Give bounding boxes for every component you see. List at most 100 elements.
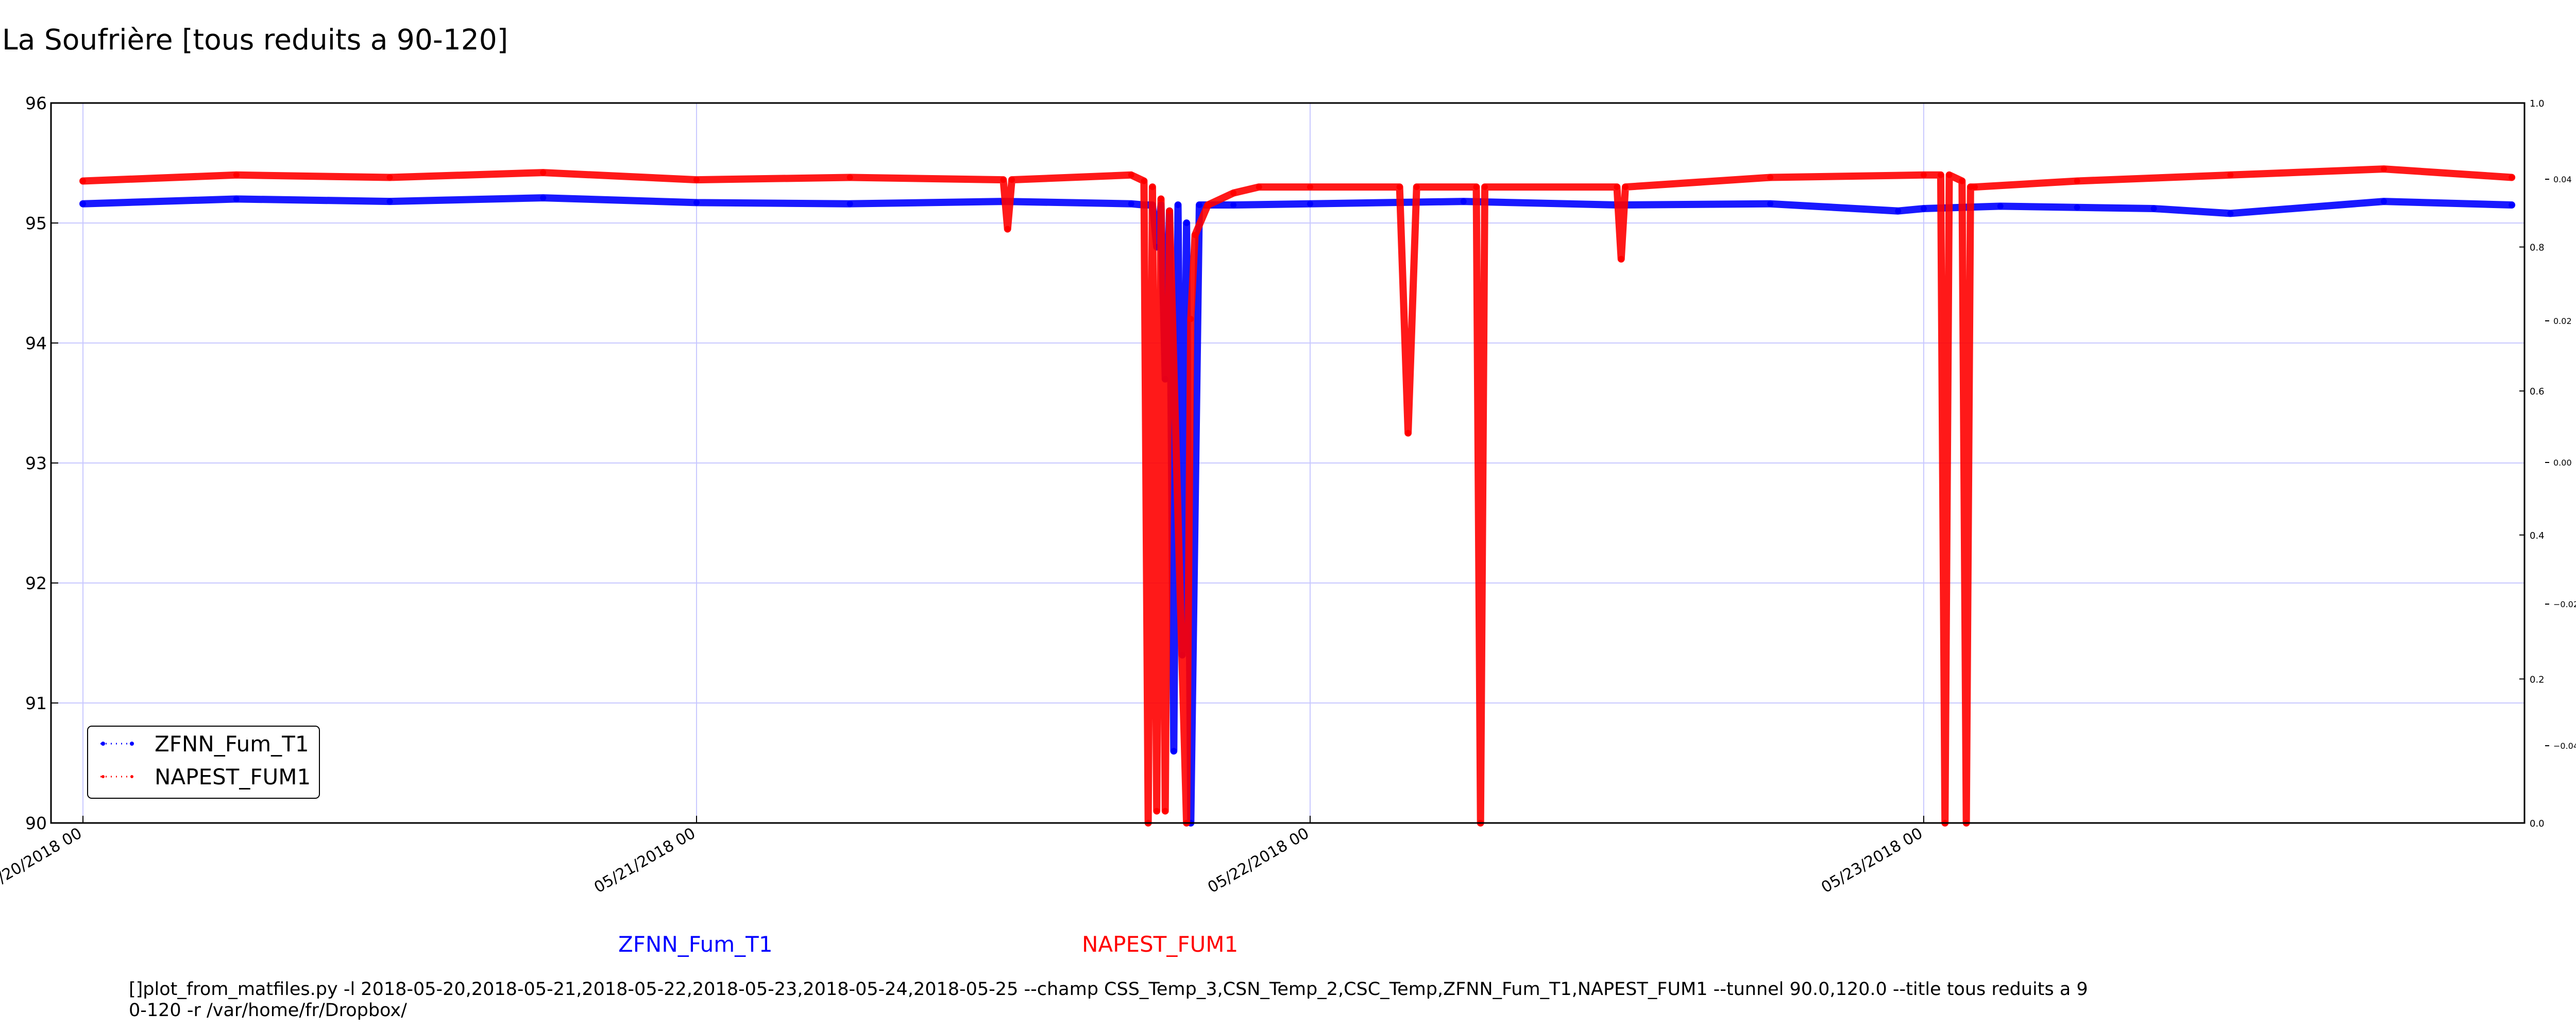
right-inner-tick-label-2: 0.00	[2553, 458, 2572, 468]
series-0-point-19	[1196, 202, 1202, 208]
series-1-point-15	[1162, 808, 1168, 814]
legend: ZFNN_Fum_T1 NAPEST_FUM1	[87, 726, 320, 799]
series-1-point-34	[1920, 171, 1927, 178]
legend-box	[87, 726, 320, 799]
series-1-point-23	[1307, 184, 1313, 191]
series-1-point-2	[386, 174, 393, 181]
legend-entry-napest: NAPEST_FUM1	[100, 764, 311, 789]
command-line-2: 0-120 -r /var/home/fr/Dropbox/	[129, 1000, 407, 1021]
x-tick-label-1: 05/21/2018 00	[591, 825, 699, 897]
series-0-point-5	[846, 200, 853, 207]
series-0-point-7	[1128, 200, 1134, 207]
series-0-point-0	[80, 200, 86, 207]
series-1-point-8	[1009, 177, 1015, 183]
series-1-point-7	[1004, 226, 1011, 232]
bottom-label-napest: NAPEST_FUM1	[1082, 932, 1238, 957]
series-1-point-19	[1192, 232, 1198, 238]
series-0-point-2	[386, 198, 393, 205]
series-1-point-25	[1405, 430, 1412, 436]
series-1-point-37	[1946, 171, 1953, 178]
series-1-point-1	[233, 171, 240, 178]
series-1-point-18	[1188, 316, 1194, 322]
series-1-point-0	[80, 178, 86, 184]
y-tick-label-6: 96	[25, 93, 47, 113]
x-axis: 05/20/2018 00 05/21/2018 00 05/22/2018 00 0…	[0, 816, 1926, 897]
series-1-point-9	[1128, 171, 1134, 178]
right-inner-tick-label-3: 0.02	[2553, 316, 2572, 326]
series-1-point-5	[846, 174, 853, 181]
y-tick-label-1: 91	[25, 693, 47, 713]
x-tick-label-2: 05/22/2018 00	[1205, 825, 1312, 897]
legend-label-zfnn: ZFNN_Fum_T1	[155, 731, 309, 757]
series-0-point-22	[1460, 198, 1467, 205]
y-axis: 90 91 92 93 94 95 96	[25, 93, 58, 833]
legend-label-napest: NAPEST_FUM1	[155, 764, 311, 789]
series-0-point-30	[2227, 210, 2234, 217]
series-1-point-13	[1154, 808, 1160, 814]
y-tick-label-5: 95	[25, 213, 47, 233]
series-1-point-21	[1230, 190, 1237, 196]
series-0-point-20	[1230, 202, 1237, 208]
series-1-point-38	[1959, 178, 1965, 184]
right-outer-tick-label-0: 0.0	[2530, 818, 2545, 829]
series-line-1	[79, 165, 2516, 827]
series-0-point-32	[2509, 202, 2515, 208]
x-tick-label-3: 05/23/2018 00	[1818, 825, 1926, 897]
series-1-point-42	[2074, 178, 2080, 184]
series-1-point-14	[1158, 196, 1164, 202]
series-1-point-16	[1166, 208, 1173, 214]
series-1-point-31	[1618, 255, 1624, 262]
series-1-point-10	[1141, 178, 1147, 184]
series-1-point-26	[1413, 184, 1420, 191]
y-tick-label-3: 93	[25, 453, 47, 473]
series-0-point-28	[2074, 204, 2080, 211]
series-0-point-31	[2381, 198, 2387, 205]
right-outer-tick-label-2: 0.4	[2530, 530, 2545, 541]
series-0-point-26	[1920, 205, 1927, 212]
series-1-point-41	[1972, 184, 1978, 191]
bottom-label-zfnn: ZFNN_Fum_T1	[618, 932, 773, 957]
series-1-point-43	[2227, 171, 2234, 178]
series-1-point-24	[1396, 184, 1403, 191]
series-1-point-20	[1205, 202, 1211, 208]
series-1-point-12	[1149, 184, 1156, 191]
series-1-point-40	[1967, 184, 1974, 191]
series-0-point-29	[2150, 205, 2157, 212]
series-1-point-4	[693, 177, 700, 183]
series-1-point-27	[1473, 184, 1480, 191]
right-outer-tick-label-1: 0.2	[2530, 674, 2545, 685]
series-1-point-30	[1614, 184, 1620, 191]
series-0-point-14	[1171, 748, 1177, 754]
x-tick-label-0: 05/20/2018 00	[0, 825, 85, 897]
series-0-point-21	[1307, 200, 1313, 207]
right-inner-tick-label-1: −0.02	[2553, 599, 2576, 609]
series-0-point-15	[1175, 202, 1181, 208]
legend-entry-zfnn: ZFNN_Fum_T1	[100, 731, 309, 757]
series-0-point-1	[233, 196, 240, 202]
series-1-point-44	[2381, 166, 2387, 173]
series-1-point-35	[1937, 171, 1944, 178]
series-1-point-29	[1482, 184, 1488, 191]
chart-title: La Soufrière [tous reduits a 90-120]	[2, 23, 508, 56]
series-1-point-6	[1000, 177, 1007, 183]
series-0-point-17	[1183, 220, 1190, 226]
series-0-point-27	[1997, 203, 2004, 210]
series-0-point-24	[1767, 200, 1774, 207]
series-1-point-3	[540, 169, 547, 176]
plot-area	[50, 102, 2526, 827]
command-line-1: []plot_from_matfiles.py -l 2018-05-20,20…	[129, 979, 2088, 1000]
right-outer-tick-label-4: 0.8	[2530, 243, 2545, 253]
series-0-point-25	[1895, 208, 1902, 214]
series-1-point-22	[1256, 184, 1262, 191]
right-outer-tick-label-5: 1.0	[2530, 98, 2545, 109]
right-outer-tick-label-3: 0.6	[2530, 386, 2545, 397]
right-inner-tick-label-4: 0.04	[2553, 175, 2572, 184]
series-0-point-4	[693, 199, 700, 206]
series-1-point-32	[1622, 184, 1629, 191]
y-tick-label-2: 92	[25, 573, 47, 593]
y-tick-label-4: 94	[25, 333, 47, 353]
right-inner-tick-label-0: −0.04	[2553, 741, 2576, 751]
right-axis: 0.0 0.2 0.4 0.6 0.8 1.0 −0.04 −0.02 0.00 0.02 0.04	[2519, 98, 2576, 829]
series-1-point-33	[1767, 174, 1774, 181]
